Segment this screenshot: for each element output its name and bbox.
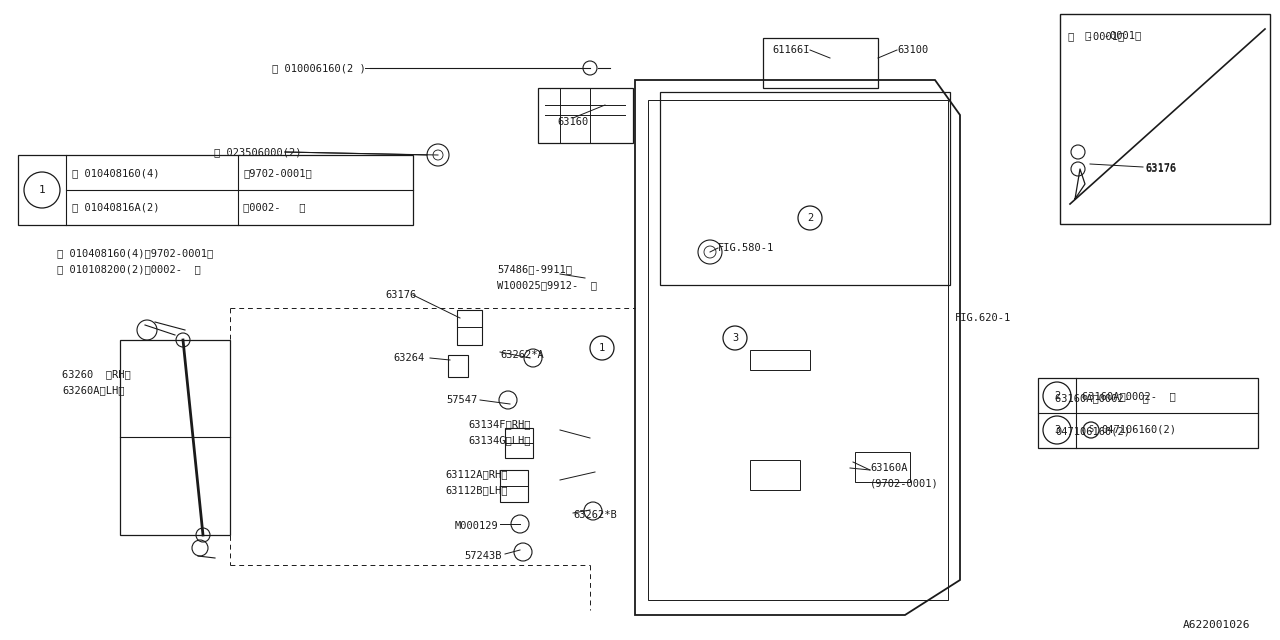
Text: 〈9702-0001〉: 〈9702-0001〉 <box>243 168 312 178</box>
Text: 63264: 63264 <box>394 353 425 363</box>
Text: FIG.620-1: FIG.620-1 <box>955 313 1011 323</box>
Bar <box>855 452 910 482</box>
Text: 63260  （RH）: 63260 （RH） <box>61 369 131 379</box>
Bar <box>750 460 800 490</box>
Text: 63160A（0002-  ）: 63160A（0002- ） <box>1055 393 1148 403</box>
Text: 〈0002-   〉: 〈0002- 〉 <box>243 202 306 212</box>
Text: 1: 1 <box>38 185 45 195</box>
Text: 3: 3 <box>1053 425 1060 435</box>
Text: A622001026: A622001026 <box>1183 620 1251 630</box>
Text: 63176: 63176 <box>1146 164 1176 174</box>
Text: Ⓑ 010408160(4): Ⓑ 010408160(4) <box>72 168 160 178</box>
Text: S: S <box>1088 426 1093 435</box>
Text: (9702-0001): (9702-0001) <box>870 479 938 489</box>
Text: Ⓑ 010408160(4)（9702-0001）: Ⓑ 010408160(4)（9702-0001） <box>58 248 214 258</box>
Text: 2: 2 <box>806 213 813 223</box>
Bar <box>538 88 634 143</box>
Bar <box>750 350 810 370</box>
Text: 57243B: 57243B <box>465 551 502 561</box>
Text: 61166I: 61166I <box>773 45 810 55</box>
Text: 63112B（LH）: 63112B（LH） <box>445 485 507 495</box>
Text: 63160: 63160 <box>557 117 589 127</box>
Text: 63112A（RH）: 63112A（RH） <box>445 469 507 479</box>
Text: 63134G（LH）: 63134G（LH） <box>468 435 530 445</box>
Bar <box>1038 378 1258 448</box>
Text: 63176: 63176 <box>385 290 416 300</box>
Bar <box>18 155 413 225</box>
Text: 63100: 63100 <box>897 45 928 55</box>
Text: 63262*B: 63262*B <box>573 510 617 520</box>
Text: （  -0001）: （ -0001） <box>1085 30 1142 40</box>
Text: 2: 2 <box>1053 391 1060 401</box>
Text: Ⓝ 023506000(2): Ⓝ 023506000(2) <box>214 147 302 157</box>
Bar <box>457 310 483 345</box>
Text: M000129: M000129 <box>454 521 498 531</box>
Bar <box>500 470 529 502</box>
Text: 63262*A: 63262*A <box>500 350 544 360</box>
Bar <box>120 340 230 535</box>
Text: 63176: 63176 <box>1146 163 1176 173</box>
Bar <box>1060 14 1270 224</box>
Text: 63160A〈0002-  〉: 63160A〈0002- 〉 <box>1082 391 1176 401</box>
Text: 1: 1 <box>599 343 605 353</box>
Text: 63134F（RH）: 63134F（RH） <box>468 419 530 429</box>
Text: 3: 3 <box>732 333 739 343</box>
Text: FIG.580-1: FIG.580-1 <box>718 243 774 253</box>
Text: 047106160(2): 047106160(2) <box>1101 425 1176 435</box>
Text: Ⓑ 010006160(2 ): Ⓑ 010006160(2 ) <box>273 63 366 73</box>
Bar <box>763 38 878 88</box>
Bar <box>506 428 532 458</box>
Text: 63260A（LH）: 63260A（LH） <box>61 385 124 395</box>
Text: W100025（9912-  ）: W100025（9912- ） <box>497 280 596 290</box>
Text: 57547: 57547 <box>447 395 477 405</box>
Text: （  -0001）: （ -0001） <box>1068 31 1124 41</box>
Text: Ⓑ 010108200(2)（0002-  ）: Ⓑ 010108200(2)（0002- ） <box>58 264 201 274</box>
Text: 57486（-9911）: 57486（-9911） <box>497 264 572 274</box>
Text: Ⓑ 01040816A(2): Ⓑ 01040816A(2) <box>72 202 160 212</box>
Bar <box>448 355 468 377</box>
Text: 63160A: 63160A <box>870 463 908 473</box>
Text: 047106160(2): 047106160(2) <box>1055 427 1130 437</box>
